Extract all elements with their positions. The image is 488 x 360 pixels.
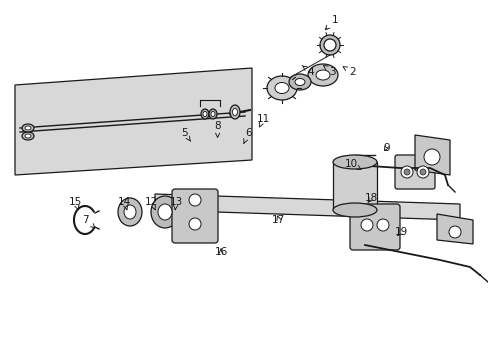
Polygon shape	[436, 214, 472, 244]
Text: 2: 2	[343, 67, 355, 77]
Ellipse shape	[118, 198, 142, 226]
Text: 5: 5	[181, 128, 190, 141]
Ellipse shape	[288, 74, 310, 90]
Text: 17: 17	[271, 215, 285, 225]
Ellipse shape	[151, 196, 179, 228]
Text: 18: 18	[364, 193, 378, 203]
Ellipse shape	[210, 112, 215, 117]
Ellipse shape	[124, 205, 136, 219]
Text: 3: 3	[323, 66, 335, 77]
Circle shape	[189, 218, 201, 230]
Circle shape	[360, 219, 372, 231]
Ellipse shape	[319, 35, 339, 55]
Polygon shape	[15, 68, 251, 175]
Text: 10: 10	[344, 159, 360, 170]
Circle shape	[423, 149, 439, 165]
Ellipse shape	[203, 112, 206, 117]
Ellipse shape	[315, 70, 329, 80]
Ellipse shape	[22, 124, 34, 132]
Ellipse shape	[307, 64, 337, 86]
Ellipse shape	[22, 132, 34, 140]
Text: 19: 19	[393, 227, 407, 237]
Text: 13: 13	[169, 197, 183, 210]
Ellipse shape	[201, 109, 208, 119]
Circle shape	[416, 166, 428, 178]
Circle shape	[189, 194, 201, 206]
FancyBboxPatch shape	[394, 155, 434, 189]
Text: 9: 9	[382, 143, 389, 153]
Text: 14: 14	[118, 197, 131, 210]
Text: 4: 4	[302, 66, 313, 77]
Ellipse shape	[274, 82, 288, 94]
Text: 11: 11	[256, 114, 269, 127]
Text: 16: 16	[214, 247, 227, 257]
Text: 1: 1	[325, 15, 338, 30]
Ellipse shape	[158, 204, 172, 220]
Text: 7: 7	[82, 215, 95, 228]
Ellipse shape	[232, 108, 237, 116]
Ellipse shape	[294, 78, 305, 86]
Circle shape	[400, 166, 412, 178]
Ellipse shape	[266, 76, 296, 100]
Polygon shape	[414, 135, 449, 175]
Text: 6: 6	[243, 128, 251, 144]
Text: 15: 15	[69, 197, 82, 210]
Text: 8: 8	[214, 121, 221, 138]
Ellipse shape	[25, 126, 31, 130]
Ellipse shape	[229, 105, 240, 119]
Circle shape	[403, 169, 409, 175]
Circle shape	[376, 219, 388, 231]
Ellipse shape	[332, 155, 376, 169]
Polygon shape	[155, 194, 459, 220]
Text: 12: 12	[144, 197, 158, 210]
Ellipse shape	[208, 109, 217, 119]
FancyBboxPatch shape	[349, 204, 399, 250]
Ellipse shape	[324, 39, 335, 51]
Bar	[332, 162, 376, 210]
Ellipse shape	[25, 134, 31, 138]
Circle shape	[419, 169, 425, 175]
FancyBboxPatch shape	[172, 189, 218, 243]
Circle shape	[448, 226, 460, 238]
Ellipse shape	[332, 203, 376, 217]
